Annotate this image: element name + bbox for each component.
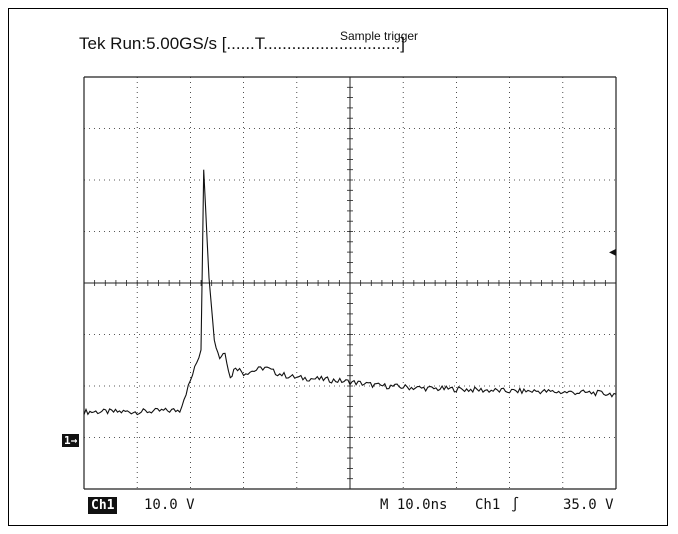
timebase-readout: M 10.0ns [380,497,448,513]
status-readout: Tek Run:5.00GS/s [......T...............… [79,34,405,54]
ground-reference-marker: 1→ [62,434,80,447]
volts-per-division: 10.0 V [144,497,195,513]
trigger-level-arrow-icon: ◂ [609,244,617,260]
trigger-level: 35.0 V [563,497,614,513]
ch1-waveform-trace [83,169,617,416]
trigger-source: Ch1 [475,497,501,513]
rising-edge-icon: ∫ [511,497,520,513]
acquisition-status: Tek Run:5.00GS/s [79,34,217,53]
record-view-bar: [......T.............................] [221,34,405,53]
channel-badge: Ch1 [88,497,118,514]
figure-frame [8,8,668,526]
trigger-annotation: Sample trigger [340,29,419,43]
graticule [83,76,617,490]
